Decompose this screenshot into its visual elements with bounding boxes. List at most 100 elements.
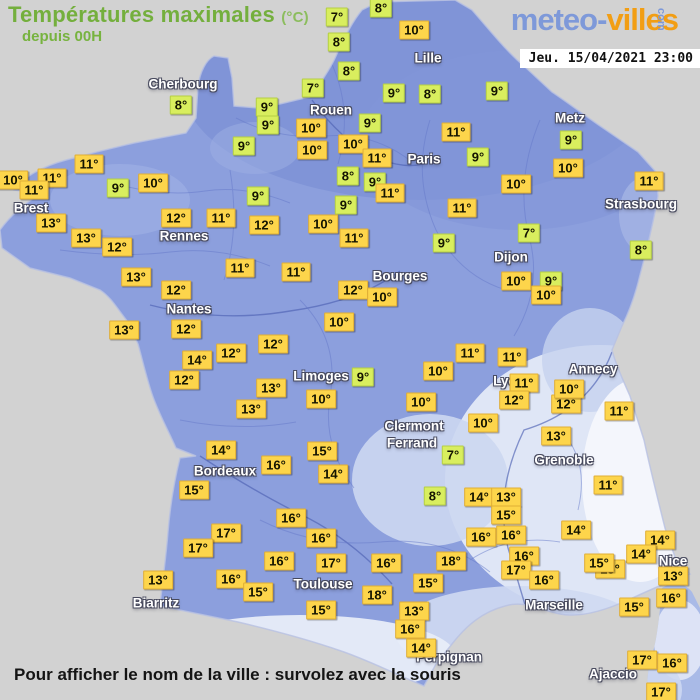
temperature-badge[interactable]: 11°: [19, 180, 49, 200]
temperature-badge[interactable]: 9°: [466, 147, 490, 167]
temperature-badge[interactable]: 11°: [74, 154, 104, 174]
temperature-badge[interactable]: 18°: [436, 551, 466, 571]
temperature-badge[interactable]: 16°: [306, 528, 336, 548]
temperature-badge[interactable]: 12°: [102, 237, 132, 257]
temperature-badge[interactable]: 13°: [399, 601, 429, 621]
temperature-badge[interactable]: 9°: [246, 186, 270, 206]
temperature-badge[interactable]: 15°: [584, 553, 614, 573]
temperature-badge[interactable]: 10°: [406, 392, 436, 412]
temperature-badge[interactable]: 9°: [358, 113, 382, 133]
temperature-badge[interactable]: 11°: [509, 373, 539, 393]
temperature-badge[interactable]: 10°: [553, 158, 583, 178]
temperature-badge[interactable]: 18°: [362, 585, 392, 605]
temperature-badge[interactable]: 9°: [334, 195, 358, 215]
temperature-badge[interactable]: 12°: [161, 208, 191, 228]
temperature-badge[interactable]: 10°: [296, 118, 326, 138]
temperature-badge[interactable]: 14°: [561, 520, 591, 540]
temperature-badge[interactable]: 9°: [382, 83, 406, 103]
temperature-badge[interactable]: 10°: [338, 134, 368, 154]
temperature-badge[interactable]: 10°: [138, 173, 168, 193]
temperature-badge[interactable]: 12°: [249, 215, 279, 235]
temperature-badge[interactable]: 11°: [604, 401, 634, 421]
temperature-badge[interactable]: 11°: [375, 183, 405, 203]
temperature-badge[interactable]: 15°: [307, 441, 337, 461]
temperature-badge[interactable]: 16°: [276, 508, 306, 528]
meteo-villes-logo[interactable]: meteo-villes com: [511, 2, 679, 38]
temperature-badge[interactable]: 13°: [121, 267, 151, 287]
temperature-badge[interactable]: 13°: [256, 378, 286, 398]
temperature-badge[interactable]: 10°: [297, 140, 327, 160]
temperature-badge[interactable]: 16°: [371, 553, 401, 573]
temperature-badge[interactable]: 11°: [447, 198, 477, 218]
temperature-badge[interactable]: 12°: [338, 280, 368, 300]
temperature-badge[interactable]: 12°: [171, 319, 201, 339]
temperature-badge[interactable]: 16°: [529, 570, 559, 590]
temperature-badge[interactable]: 13°: [109, 320, 139, 340]
temperature-badge[interactable]: 16°: [496, 525, 526, 545]
temperature-badge[interactable]: 17°: [501, 560, 531, 580]
temperature-badge[interactable]: 8°: [169, 95, 193, 115]
temperature-badge[interactable]: 14°: [206, 440, 236, 460]
temperature-badge[interactable]: 12°: [216, 343, 246, 363]
temperature-badge[interactable]: 13°: [491, 487, 521, 507]
temperature-badge[interactable]: 17°: [646, 682, 676, 700]
temperature-badge[interactable]: 8°: [369, 0, 393, 18]
temperature-badge[interactable]: 15°: [619, 597, 649, 617]
temperature-badge[interactable]: 11°: [281, 262, 311, 282]
temperature-badge[interactable]: 14°: [318, 464, 348, 484]
temperature-badge[interactable]: 14°: [626, 544, 656, 564]
temperature-badge[interactable]: 8°: [418, 84, 442, 104]
temperature-badge[interactable]: 17°: [316, 553, 346, 573]
temperature-badge[interactable]: 7°: [325, 7, 349, 27]
temperature-badge[interactable]: 9°: [351, 367, 375, 387]
temperature-badge[interactable]: 17°: [627, 650, 657, 670]
temperature-badge[interactable]: 8°: [336, 166, 360, 186]
temperature-badge[interactable]: 17°: [183, 538, 213, 558]
temperature-badge[interactable]: 16°: [216, 569, 246, 589]
temperature-badge[interactable]: 11°: [37, 168, 67, 188]
temperature-badge[interactable]: 9°: [485, 81, 509, 101]
temperature-badge[interactable]: 13°: [236, 399, 266, 419]
temperature-badge[interactable]: 15°: [306, 600, 336, 620]
temperature-badge[interactable]: 15°: [491, 505, 521, 525]
temperature-badge[interactable]: 7°: [441, 445, 465, 465]
temperature-badge[interactable]: 10°: [531, 285, 561, 305]
temperature-badge[interactable]: 9°: [255, 97, 279, 117]
temperature-badge[interactable]: 12°: [161, 280, 191, 300]
temperature-badge[interactable]: 7°: [301, 78, 325, 98]
temperature-badge[interactable]: 10°: [324, 312, 354, 332]
temperature-badge[interactable]: 13°: [71, 228, 101, 248]
temperature-badge[interactable]: 10°: [423, 361, 453, 381]
temperature-badge[interactable]: 14°: [464, 487, 494, 507]
temperature-badge[interactable]: 9°: [232, 136, 256, 156]
temperature-badge[interactable]: 16°: [656, 588, 686, 608]
temperature-badge[interactable]: 9°: [106, 178, 130, 198]
temperature-badge[interactable]: 14°: [406, 638, 436, 658]
temperature-badge[interactable]: 11°: [455, 343, 485, 363]
temperature-badge[interactable]: 10°: [501, 271, 531, 291]
temperature-badge[interactable]: 11°: [206, 208, 236, 228]
temperature-badge[interactable]: 12°: [258, 334, 288, 354]
temperature-badge[interactable]: 11°: [593, 475, 623, 495]
temperature-badge[interactable]: 12°: [551, 394, 581, 414]
temperature-badge[interactable]: 10°: [308, 214, 338, 234]
temperature-badge[interactable]: 10°: [306, 389, 336, 409]
temperature-badge[interactable]: 16°: [261, 455, 291, 475]
temperature-badge[interactable]: 9°: [256, 115, 280, 135]
temperature-badge[interactable]: 10°: [468, 413, 498, 433]
temperature-badge[interactable]: 13°: [658, 566, 688, 586]
temperature-badge[interactable]: 8°: [629, 240, 653, 260]
temperature-badge[interactable]: 11°: [225, 258, 255, 278]
temperature-badge[interactable]: 13°: [36, 213, 66, 233]
temperature-badge[interactable]: 9°: [432, 233, 456, 253]
temperature-badge[interactable]: 11°: [634, 171, 664, 191]
temperature-badge[interactable]: 16°: [395, 619, 425, 639]
temperature-badge[interactable]: 8°: [423, 486, 447, 506]
temperature-badge[interactable]: 16°: [657, 653, 687, 673]
temperature-badge[interactable]: 12°: [499, 390, 529, 410]
temperature-badge[interactable]: 13°: [541, 426, 571, 446]
temperature-badge[interactable]: 10°: [554, 379, 584, 399]
temperature-badge[interactable]: 13°: [143, 570, 173, 590]
temperature-badge[interactable]: 14°: [182, 350, 212, 370]
temperature-badge[interactable]: 16°: [264, 551, 294, 571]
